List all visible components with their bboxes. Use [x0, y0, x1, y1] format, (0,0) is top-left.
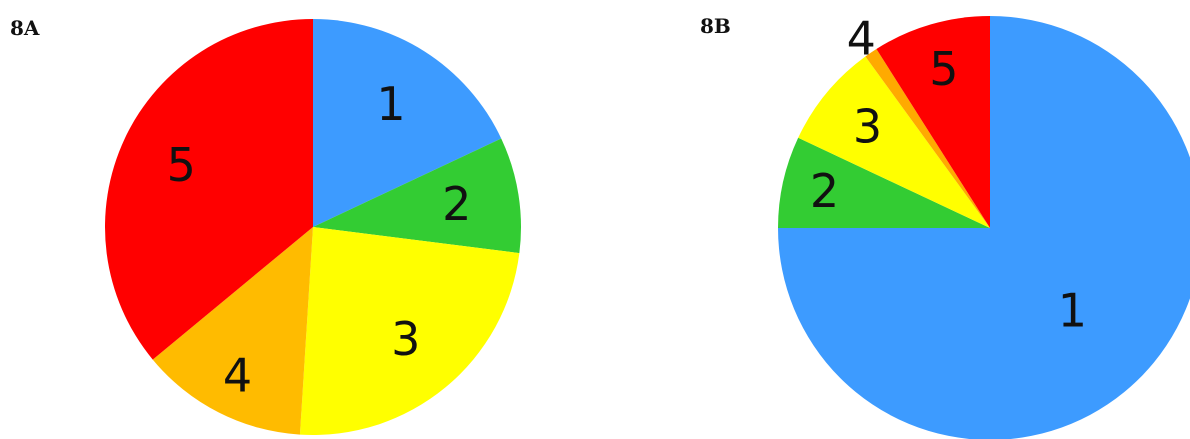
- slice-label-8b-2: 2: [810, 164, 839, 218]
- pie-chart-8b: 1 23 45: [778, 12, 1190, 439]
- slice-label-8a-2: 2: [442, 177, 471, 231]
- pie-slice-8b-1: [778, 16, 1190, 439]
- pie-slice-8a-4: [152, 227, 313, 435]
- slice-label-8b-4: 4: [847, 12, 876, 66]
- panel-label-8a: 8A: [10, 16, 40, 40]
- slice-label-8a-1: 1: [376, 77, 405, 131]
- slice-label-8a-3: 3: [391, 312, 420, 366]
- slice-label-8b-1: 1: [1058, 283, 1087, 337]
- panel-label-8b: 8B: [700, 14, 731, 38]
- pie-slice-8b-3: [798, 56, 990, 228]
- slice-label-8a-5: 5: [167, 138, 196, 192]
- slice-label-8a-4: 4: [223, 348, 252, 402]
- pie-slice-8b-5: [876, 16, 990, 228]
- pie-slice-8a-1: [313, 19, 502, 227]
- pie-chart-8a: 12 3 4 5: [104, 19, 522, 435]
- slice-label-8b-3: 3: [853, 100, 882, 154]
- pie-slice-8a-5: [104, 19, 313, 360]
- pie-slice-8a-3: [299, 227, 520, 435]
- pie-slice-8b-4: [865, 49, 990, 229]
- slice-label-8b-5: 5: [929, 42, 958, 96]
- pie-slice-8b-2: [778, 137, 990, 228]
- pie-slice-8a-2: [313, 138, 522, 254]
